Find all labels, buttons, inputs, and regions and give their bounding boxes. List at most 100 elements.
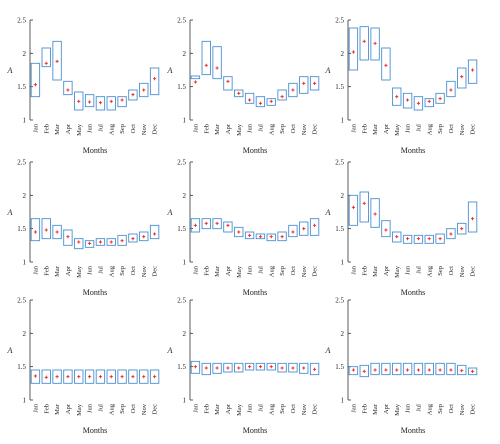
x-tick-label-dec: Dec bbox=[312, 124, 319, 135]
x-tick-label-jan: Jan bbox=[350, 123, 357, 132]
y-tick-label: 1.5 bbox=[17, 83, 26, 91]
box-mar bbox=[212, 218, 222, 230]
x-tick-label-jan: Jan bbox=[192, 403, 199, 412]
x-tick-label-nov: Nov bbox=[141, 265, 148, 277]
box-feb bbox=[201, 218, 211, 230]
y-tick-label: 2 bbox=[341, 192, 345, 200]
x-axis-title: Months bbox=[243, 426, 267, 435]
x-tick-label-mar: Mar bbox=[214, 265, 221, 277]
box-jun bbox=[244, 362, 255, 371]
box-nov bbox=[139, 82, 149, 98]
x-tick-label-oct: Oct bbox=[290, 124, 297, 134]
box-nov bbox=[299, 221, 309, 236]
y-tick-label: 2 bbox=[341, 330, 345, 338]
box-jul bbox=[95, 96, 106, 111]
x-tick-label-jun: Jun bbox=[247, 403, 254, 413]
box-sep bbox=[435, 92, 445, 104]
y-tick-label: 2.5 bbox=[17, 159, 26, 167]
chart-panel-8: 1 1.5 2 2.5 A Jan Feb Mar Apr May Jun Jul Aug Sep Oct N… bbox=[167, 297, 320, 435]
box-aug bbox=[106, 96, 116, 111]
x-tick-label-jul: Jul bbox=[257, 124, 264, 132]
box-jan bbox=[190, 218, 201, 233]
x-tick-label-oct: Oct bbox=[448, 266, 455, 276]
x-tick-label-apr: Apr bbox=[65, 123, 72, 134]
x-tick-label-apr: Apr bbox=[383, 265, 390, 276]
box-may bbox=[74, 238, 84, 250]
box-dec bbox=[309, 76, 320, 91]
x-tick-label-feb: Feb bbox=[43, 404, 50, 414]
chart-panel-5: 1 1.5 2 2.5 A Jan Feb Mar Apr May Jun Jul Aug Sep Oct N… bbox=[167, 159, 320, 297]
box-dec bbox=[149, 67, 160, 96]
x-tick-label-sep: Sep bbox=[119, 124, 126, 134]
box-nov bbox=[457, 364, 467, 376]
y-tick-label: 1 bbox=[23, 117, 27, 125]
y-tick-label: 2.5 bbox=[335, 297, 344, 305]
box-oct bbox=[288, 82, 298, 98]
box-mar bbox=[52, 40, 62, 81]
y-tick-label: 2 bbox=[341, 50, 345, 58]
box-aug bbox=[266, 98, 276, 106]
x-tick-label-aug: Aug bbox=[426, 123, 433, 135]
x-tick-label-oct: Oct bbox=[290, 266, 297, 276]
x-tick-label-may: May bbox=[76, 123, 83, 136]
y-tick-label: 2 bbox=[23, 50, 27, 58]
y-axis-label: A bbox=[7, 346, 13, 355]
x-tick-label-sep: Sep bbox=[279, 266, 286, 276]
box-mar bbox=[212, 362, 222, 374]
x-tick-label-may: May bbox=[394, 265, 401, 278]
y-tick-label: 1.5 bbox=[335, 225, 344, 233]
y-tick-label: 1.5 bbox=[17, 363, 26, 371]
box-jul bbox=[95, 369, 106, 384]
x-tick-label-jun: Jun bbox=[405, 123, 412, 133]
box-aug bbox=[106, 369, 116, 384]
x-tick-label-jun: Jun bbox=[405, 265, 412, 275]
box-nov bbox=[139, 369, 149, 384]
x-tick-label-nov: Nov bbox=[301, 265, 308, 277]
y-tick-label: 1 bbox=[341, 397, 345, 405]
x-tick-label-jul: Jul bbox=[257, 404, 264, 412]
x-tick-label-nov: Nov bbox=[141, 403, 148, 415]
box-aug bbox=[424, 234, 434, 244]
box-apr bbox=[223, 76, 233, 91]
x-tick-label-oct: Oct bbox=[448, 404, 455, 414]
box-dec bbox=[149, 224, 160, 240]
box-may bbox=[234, 89, 244, 98]
chart-panel-7: 1 1.5 2 2.5 A Jan Feb Mar Apr May Jun Jul Aug Sep Oct N… bbox=[7, 297, 160, 435]
x-tick-label-dec: Dec bbox=[470, 124, 477, 135]
box-oct bbox=[446, 228, 456, 240]
box-jun bbox=[84, 369, 95, 384]
chart-panel-3: 1 1.5 2 2.5 A Jan Feb Mar Apr May Jun Jul Aug Sep Oct N… bbox=[325, 17, 478, 155]
y-tick-label: 1 bbox=[183, 397, 187, 405]
chart-panel-9: 1 1.5 2 2.5 A Jan Feb Mar Apr May Jun Jul Aug Sep Oct N… bbox=[325, 297, 478, 435]
x-tick-label-sep: Sep bbox=[437, 404, 444, 414]
box-oct bbox=[446, 80, 456, 98]
x-tick-label-dec: Dec bbox=[470, 266, 477, 277]
box-aug bbox=[106, 238, 116, 246]
box-jul bbox=[95, 238, 106, 246]
x-tick-label-nov: Nov bbox=[301, 123, 308, 135]
box-jan bbox=[348, 27, 359, 71]
box-dec bbox=[309, 218, 320, 236]
x-tick-label-dec: Dec bbox=[152, 124, 159, 135]
box-feb bbox=[201, 362, 211, 376]
box-feb bbox=[41, 47, 51, 68]
y-axis-label: A bbox=[167, 208, 173, 217]
x-tick-label-sep: Sep bbox=[119, 266, 126, 276]
box-nov bbox=[299, 76, 309, 94]
x-tick-label-oct: Oct bbox=[448, 124, 455, 134]
x-tick-label-apr: Apr bbox=[383, 403, 390, 414]
x-tick-label-may: May bbox=[236, 123, 243, 136]
box-apr bbox=[381, 362, 391, 376]
x-tick-label-nov: Nov bbox=[459, 403, 466, 415]
x-tick-label-aug: Aug bbox=[108, 265, 115, 277]
x-tick-label-aug: Aug bbox=[268, 265, 275, 277]
box-apr bbox=[63, 369, 73, 384]
x-tick-label-apr: Apr bbox=[65, 265, 72, 276]
y-tick-label: 2.5 bbox=[177, 159, 186, 167]
x-tick-label-feb: Feb bbox=[361, 404, 368, 414]
y-tick-label: 2 bbox=[183, 192, 187, 200]
box-oct bbox=[128, 369, 138, 384]
x-tick-label-apr: Apr bbox=[225, 123, 232, 134]
x-tick-label-nov: Nov bbox=[301, 403, 308, 415]
